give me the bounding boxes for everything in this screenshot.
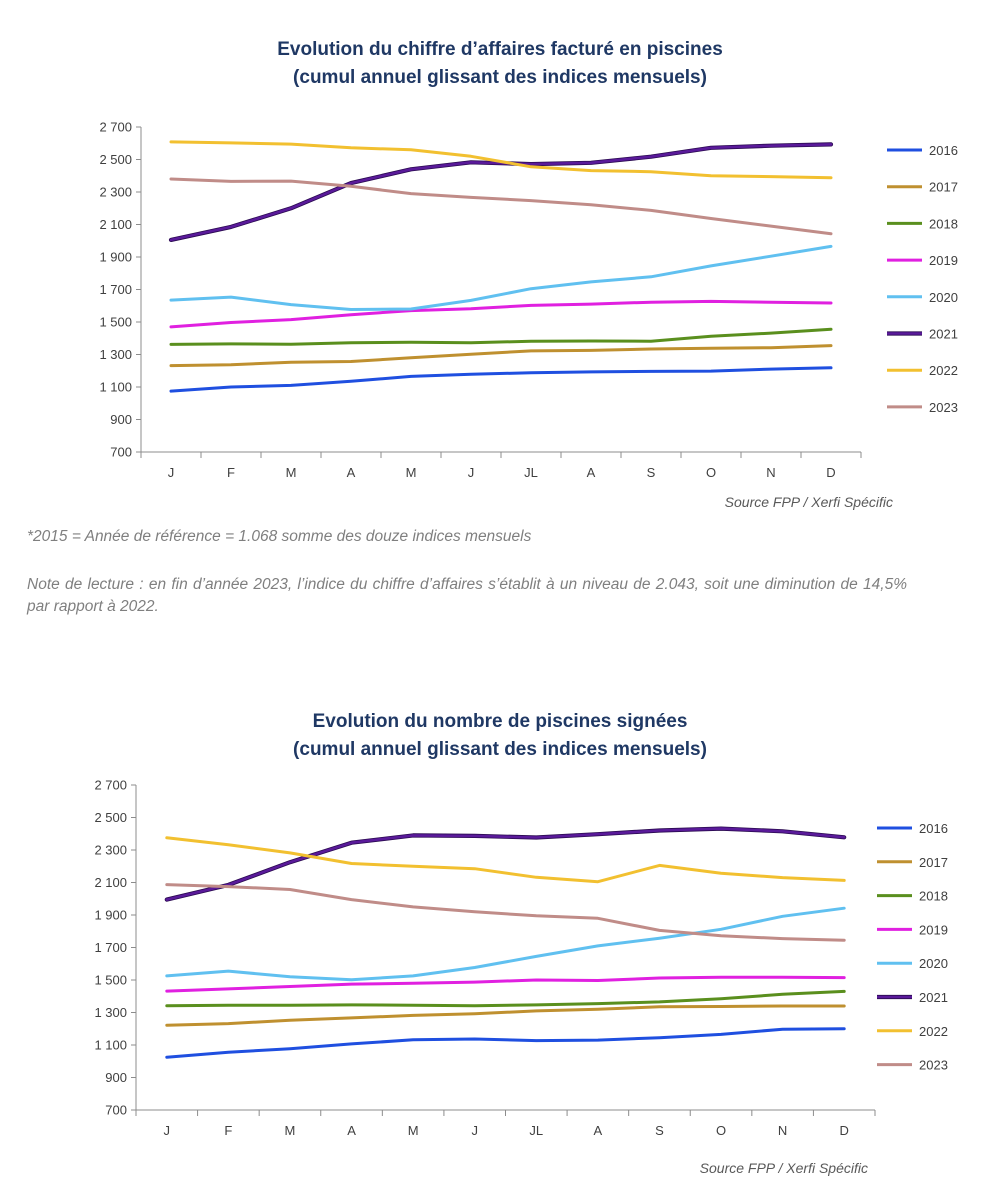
- chart2-series-2018: [165, 989, 846, 1008]
- chart2-source: Source FPP / Xerfi Spécific: [699, 1160, 868, 1176]
- chart2-y-tick-label: 2 700: [94, 778, 127, 793]
- chart2-x-tick-label: N: [778, 1123, 787, 1138]
- chart2-legend-label-2021: 2021: [919, 990, 948, 1005]
- chart1-series-2023: [169, 177, 833, 236]
- chart2-x-tick-label: M: [408, 1123, 419, 1138]
- chart1-legend-label-2021: 2021: [929, 327, 958, 342]
- chart1-series-2021: [169, 143, 833, 242]
- chart2-series-2021: [165, 827, 846, 901]
- chart1-x-tick-label: J: [168, 465, 175, 480]
- chart1-x-tick-label: M: [286, 465, 297, 480]
- chart1-legend-label-2016: 2016: [929, 143, 958, 158]
- chart2-x-tick-label: S: [655, 1123, 664, 1138]
- chart1-series-2017: [169, 344, 833, 368]
- chart2-legend-label-2022: 2022: [919, 1024, 948, 1039]
- chart1-legend-label-2018: 2018: [929, 216, 958, 231]
- chart2-title-line1: Evolution du nombre de piscines signées: [312, 711, 688, 732]
- chart2-legend-label-2017: 2017: [919, 855, 948, 870]
- chart1-series-2018: [169, 327, 833, 346]
- chart2-y-tick-label: 2 300: [94, 843, 127, 858]
- chart2-x-tick-label: A: [594, 1123, 603, 1138]
- chart1-y-tick-label: 2 700: [99, 120, 132, 135]
- chart1-x-tick-label: A: [347, 465, 356, 480]
- chart2-title: Evolution du nombre de piscines signées …: [0, 708, 1000, 764]
- chart1-x-tick-label: N: [766, 465, 775, 480]
- chart1-series-2021-outline: [168, 142, 834, 242]
- chart1-legend-label-2020: 2020: [929, 290, 958, 305]
- chart2-x-tick-label: J: [471, 1123, 478, 1138]
- chart2-series-2016: [165, 1027, 846, 1059]
- chart2-y-tick-label: 2 500: [94, 810, 127, 825]
- chart2-x-tick-label: F: [224, 1123, 232, 1138]
- chart2-series-2023: [165, 883, 846, 942]
- chart1-x-tick-label: F: [227, 465, 235, 480]
- chart2-series-2020: [165, 906, 846, 982]
- chart1-y-tick-label: 2 300: [99, 185, 132, 200]
- chart1-y-tick-label: 2 500: [99, 152, 132, 167]
- chart1-x-tick-label: D: [826, 465, 835, 480]
- chart1-x-tick-label: J: [468, 465, 475, 480]
- chart1-y-tick-label: 700: [110, 445, 132, 460]
- chart1-series-2020: [169, 244, 833, 311]
- chart2-series-2022: [165, 836, 846, 884]
- chart1-y-tick-label: 1 700: [99, 282, 132, 297]
- chart1-x-tick-label: JL: [524, 465, 538, 480]
- chart2-series-2017: [165, 1004, 846, 1027]
- chart2-y-tick-label: 1 900: [94, 908, 127, 923]
- chart2-x-tick-label: D: [840, 1123, 849, 1138]
- chart2-legend-label-2020: 2020: [919, 956, 948, 971]
- chart1-y-tick-label: 900: [110, 412, 132, 427]
- chart1-x-tick-label: A: [587, 465, 596, 480]
- reference-note: *2015 = Année de référence = 1.068 somme…: [27, 528, 532, 545]
- chart1-legend-label-2023: 2023: [929, 400, 958, 415]
- chart2-y-tick-label: 700: [105, 1103, 127, 1118]
- chart2-x-tick-label: JL: [529, 1123, 543, 1138]
- chart1-title: Evolution du chiffre d’affaires facturé …: [0, 36, 1000, 92]
- chart2-legend-label-2018: 2018: [919, 889, 948, 904]
- chart2-y-tick-label: 1 300: [94, 1005, 127, 1020]
- chart1-y-tick-label: 1 300: [99, 347, 132, 362]
- chart1-svg: 700 900 1 100 1 300 1 500 1 700 1 900 2 100 2 30…: [99, 120, 958, 481]
- chart1-title-line2: (cumul annuel glissant des indices mensu…: [293, 67, 707, 88]
- chart1-series-2022: [169, 140, 833, 180]
- chart2-series-2019: [165, 975, 846, 993]
- reading-note: Note de lecture : en fin d’année 2023, l…: [27, 576, 907, 615]
- chart2-svg: 700 900 1 100 1 300 1 500 1 700 1 900 2 100 2 30…: [94, 778, 948, 1139]
- chart2-x-tick-label: J: [164, 1123, 171, 1138]
- chart1-y-tick-label: 1 900: [99, 250, 132, 265]
- chart2-legend-label-2019: 2019: [919, 922, 948, 937]
- chart1-legend-label-2022: 2022: [929, 363, 958, 378]
- chart2-y-tick-label: 1 100: [94, 1038, 127, 1053]
- chart2-y-tick-label: 1 500: [94, 973, 127, 988]
- chart2-x-tick-label: M: [285, 1123, 296, 1138]
- chart1-x-tick-label: S: [647, 465, 656, 480]
- chart2-title-line2: (cumul annuel glissant des indices mensu…: [293, 739, 707, 760]
- chart1-y-tick-label: 1 100: [99, 380, 132, 395]
- chart2-legend-label-2016: 2016: [919, 821, 948, 836]
- chart1-legend-label-2019: 2019: [929, 253, 958, 268]
- chart1-legend-label-2017: 2017: [929, 180, 958, 195]
- chart2-x-tick-label: A: [347, 1123, 356, 1138]
- chart1-title-line1: Evolution du chiffre d’affaires facturé …: [277, 39, 723, 60]
- chart2-y-tick-label: 900: [105, 1070, 127, 1085]
- chart2-y-tick-label: 1 700: [94, 940, 127, 955]
- chart1-x-tick-label: M: [406, 465, 417, 480]
- chart1-series-2016: [169, 366, 833, 393]
- chart2-legend-label-2023: 2023: [919, 1058, 948, 1073]
- chart2-y-tick-label: 2 100: [94, 875, 127, 890]
- chart1-series-2019: [169, 299, 833, 329]
- chart1-y-tick-label: 2 100: [99, 217, 132, 232]
- chart2-x-tick-label: O: [716, 1123, 726, 1138]
- chart1-x-tick-label: O: [706, 465, 716, 480]
- chart1-source: Source FPP / Xerfi Spécific: [724, 494, 893, 510]
- chart1-y-tick-label: 1 500: [99, 315, 132, 330]
